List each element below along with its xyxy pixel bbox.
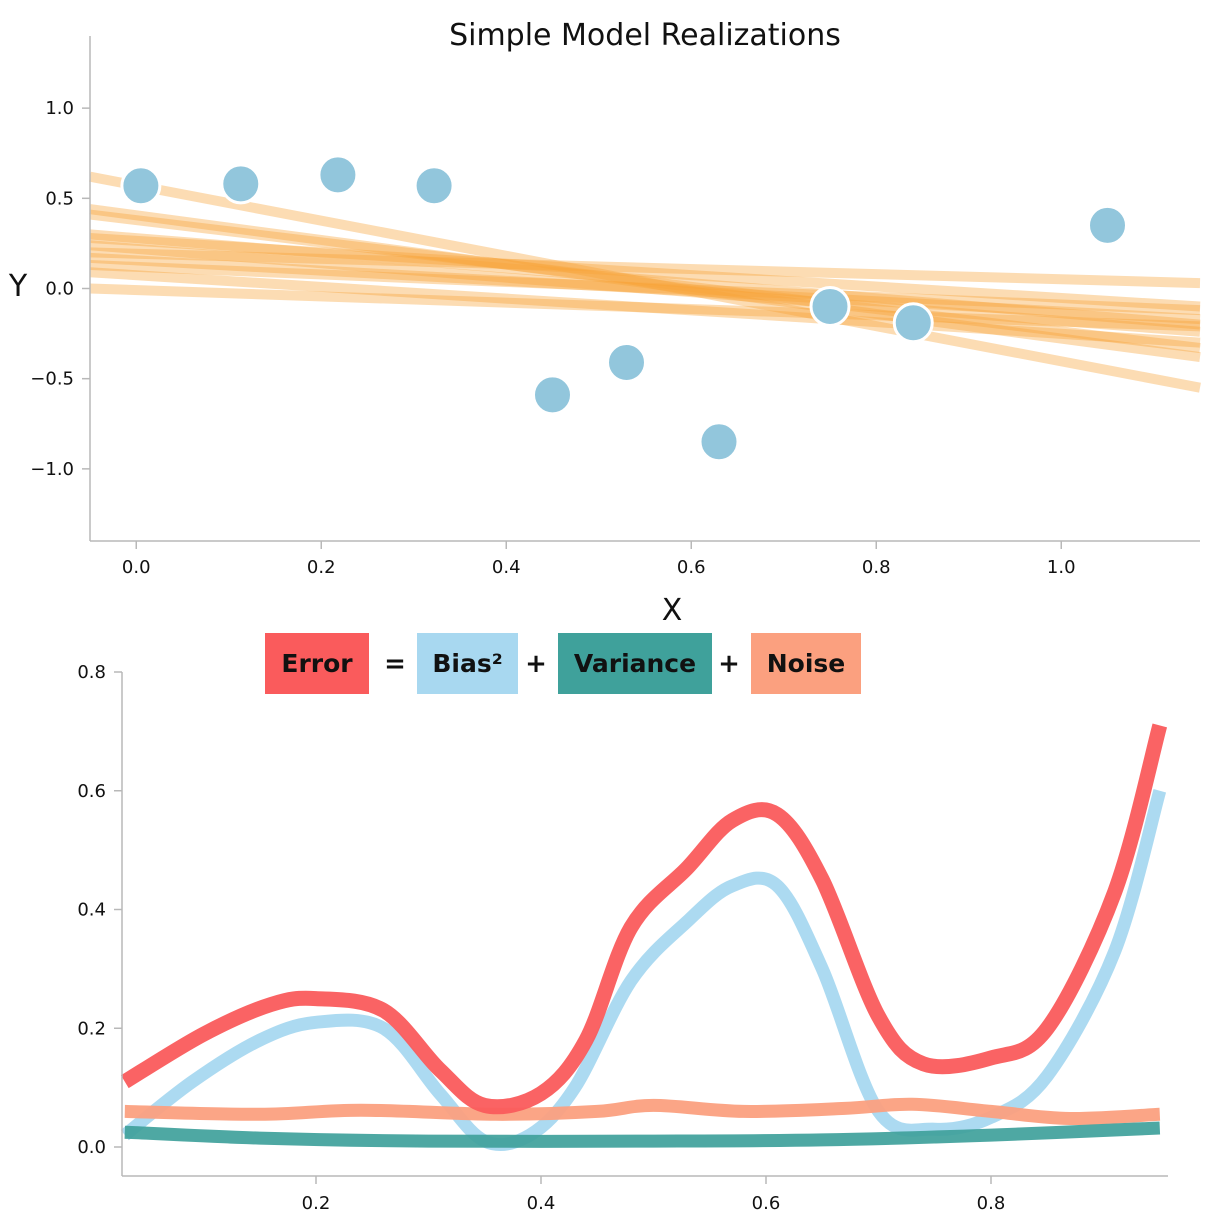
data-point-5: [532, 374, 573, 416]
legend-item-error: Error: [265, 633, 369, 694]
y-tick-label: 1.0: [45, 98, 74, 119]
realization-line-6: [89, 240, 1201, 337]
data-point-9: [892, 302, 934, 344]
data-point-4: [413, 165, 455, 207]
realization-line-4: [89, 229, 1201, 330]
legend-label: Error: [281, 649, 353, 678]
error-line: [120, 723, 1168, 1115]
y-tick-label: 0.5: [45, 188, 74, 209]
chart-title: Simple Model Realizations: [449, 18, 841, 53]
x-axis-ticks: 0.0 0.2 0.4 0.6 0.8 1.0: [122, 541, 1076, 578]
legend-operator: +: [718, 649, 740, 679]
data-point-6: [606, 341, 647, 383]
bias-squared-line: [120, 789, 1167, 1152]
legend-label: Bias²: [432, 649, 502, 678]
realization-line-11: [89, 283, 1201, 332]
y-tick-label: −1.0: [30, 459, 74, 480]
y-tick-label: 0.8: [77, 662, 106, 683]
x-tick-label: 0.6: [752, 1193, 781, 1214]
error-decomposition-chart: Error = Bias² + Variance + Noise 0.80.60.40.20…: [77, 633, 1168, 1214]
realization-line-8: [89, 252, 1201, 325]
legend-swatch: [558, 633, 712, 694]
data-point-2: [220, 163, 262, 205]
y-tick-label: 0.4: [77, 900, 106, 921]
model-realization-lines: [89, 171, 1201, 393]
x-tick-label: 0.4: [492, 557, 521, 578]
realization-line-3: [89, 209, 1201, 353]
y-tick-label: 0.6: [77, 781, 106, 802]
x-tick-label: 1.0: [1047, 557, 1076, 578]
realization-line-1: [89, 171, 1201, 393]
y-tick-label: 0.0: [45, 279, 74, 300]
error-equation-legend: Error = Bias² + Variance + Noise: [265, 633, 861, 694]
x-axis-title: X: [662, 593, 683, 628]
data-point-1: [120, 165, 162, 207]
y-axis-title: Y: [8, 269, 28, 304]
x-tick-label: 0.4: [527, 1193, 556, 1214]
legend-item-bias-squared: Bias²: [417, 633, 518, 694]
legend-operator: +: [525, 649, 547, 679]
legend-swatch: [751, 633, 861, 694]
x-axis-ticks: 0.2 0.4 0.6 0.8: [302, 1176, 1006, 1214]
realization-line-5: [89, 233, 1201, 312]
variance-line: [124, 1121, 1161, 1148]
x-tick-label: 0.2: [307, 557, 336, 578]
legend-label: Noise: [767, 649, 846, 678]
y-axis-ticks: 1.0 0.5 0.0 −0.5 −1.0: [30, 98, 90, 480]
legend-swatch: [265, 633, 369, 694]
x-tick-label: 0.0: [122, 557, 151, 578]
simple-model-realizations-chart: Simple Model Realizations 1.0 0.5 0.0 −0.5 −…: [8, 18, 1201, 628]
realization-line-2: [89, 204, 1201, 362]
y-axis-ticks: 0.8 0.6 0.4 0.2 0.0: [77, 662, 122, 1158]
observation-points: [120, 154, 1128, 463]
legend-label: Variance: [574, 649, 696, 678]
x-tick-label: 0.6: [677, 557, 706, 578]
error-component-lines: [120, 723, 1168, 1152]
realization-line-9: [89, 260, 1201, 316]
data-point-10: [1087, 204, 1128, 246]
x-tick-label: 0.8: [862, 557, 891, 578]
x-tick-label: 0.8: [977, 1193, 1006, 1214]
data-point-7: [698, 421, 740, 463]
realization-line-10: [89, 267, 1201, 348]
legend-operator: =: [384, 649, 406, 679]
y-tick-label: 0.2: [77, 1018, 106, 1039]
y-tick-label: 0.0: [77, 1137, 106, 1158]
legend-item-variance: Variance: [558, 633, 712, 694]
legend-swatch: [417, 633, 518, 694]
x-tick-label: 0.2: [302, 1193, 331, 1214]
noise-line: [124, 1097, 1161, 1126]
realization-line-7: [89, 247, 1201, 289]
data-point-8: [809, 286, 851, 328]
y-tick-label: −0.5: [30, 369, 74, 390]
data-point-3: [317, 154, 359, 196]
legend-item-noise: Noise: [751, 633, 861, 694]
